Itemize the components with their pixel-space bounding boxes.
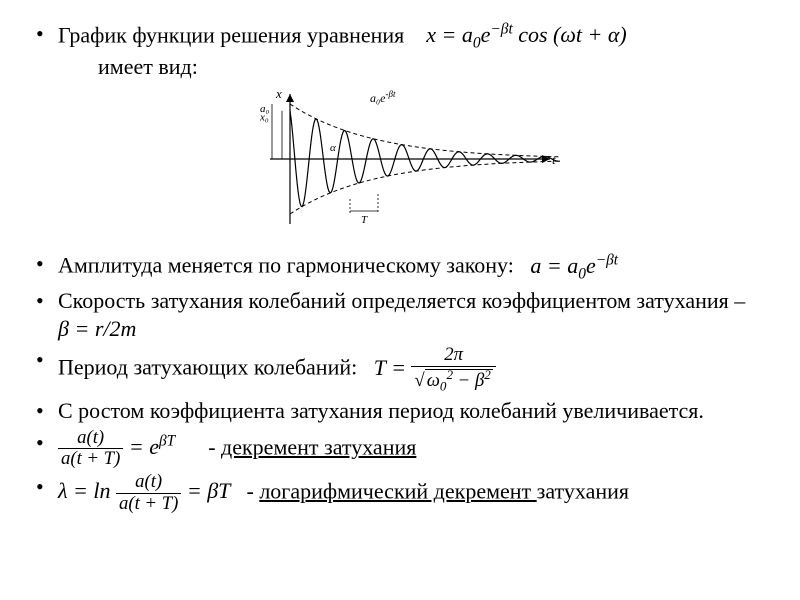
bullet-amplitude: Амплитуда меняется по гармоническому зак… — [30, 250, 770, 283]
dash-decrement: - — [208, 434, 221, 459]
formula-beta: β = r/2m — [58, 316, 136, 341]
label-decrement: декремент затухания — [221, 434, 416, 459]
period-frac-num: 2π — [411, 346, 495, 367]
svg-text:α: α — [330, 142, 336, 154]
damped-oscillation-diagram: xta₀e-βta₀x₀αT — [30, 84, 770, 240]
bullet-log-decrement: λ = ln a(t) a(t + T) = βT - логарифмичес… — [30, 473, 770, 513]
text-has-form: имеет вид: — [98, 53, 770, 81]
formula-x-equation: x = a0e−βt cos (ωt + α) — [426, 22, 626, 47]
oscillation-svg: xta₀e-βta₀x₀αT — [240, 84, 560, 234]
formula-amplitude: a = a0e−βt — [530, 253, 618, 278]
svg-text:x₀: x₀ — [259, 112, 269, 124]
bullet-graph-intro: График функции решения уравнения x = a0e… — [30, 20, 770, 80]
bullet-period-increase: С ростом коэффициента затухания период к… — [30, 397, 770, 425]
label-log-decrement-u: логарифмический декремент — [259, 478, 536, 503]
label-log-decrement-tail: затухания — [537, 478, 629, 503]
text-period-increase: С ростом коэффициента затухания период к… — [58, 398, 704, 423]
svg-text:T: T — [361, 214, 368, 226]
svg-text:t: t — [552, 152, 556, 167]
text-amplitude: Амплитуда меняется по гармоническому зак… — [58, 253, 514, 278]
decrement-den: a(t + T) — [58, 449, 123, 469]
text-damping-coeff: Скорость затухания колебаний определяетс… — [58, 288, 745, 313]
log-dec-num: a(t) — [116, 473, 181, 494]
text-period: Период затухающих колебаний: — [58, 355, 357, 380]
lambda-eq: λ = ln — [58, 478, 111, 503]
svg-text:x: x — [275, 86, 282, 101]
text-graph-intro: График функции решения уравнения — [58, 22, 404, 47]
log-dec-rhs: = βT — [187, 478, 230, 503]
bullet-decrement: a(t) a(t + T) = eβT - декремент затухани… — [30, 429, 770, 469]
decrement-num: a(t) — [58, 429, 123, 450]
formula-decrement: a(t) a(t + T) = eβT — [58, 434, 181, 459]
formula-log-decrement: λ = ln a(t) a(t + T) = βT — [58, 478, 235, 503]
formula-period-lhs: T = — [374, 355, 406, 380]
formula-period: T = 2π √ω02 − β2 — [374, 355, 496, 380]
svg-text:a₀e-βt: a₀e-βt — [370, 89, 396, 105]
log-dec-den: a(t + T) — [116, 494, 181, 514]
bullet-damping-coeff: Скорость затухания колебаний определяетс… — [30, 287, 770, 342]
period-frac-den: √ω02 − β2 — [411, 367, 495, 393]
dash-log-decrement: - — [246, 478, 259, 503]
bullet-period: Период затухающих колебаний: T = 2π √ω02… — [30, 346, 770, 393]
